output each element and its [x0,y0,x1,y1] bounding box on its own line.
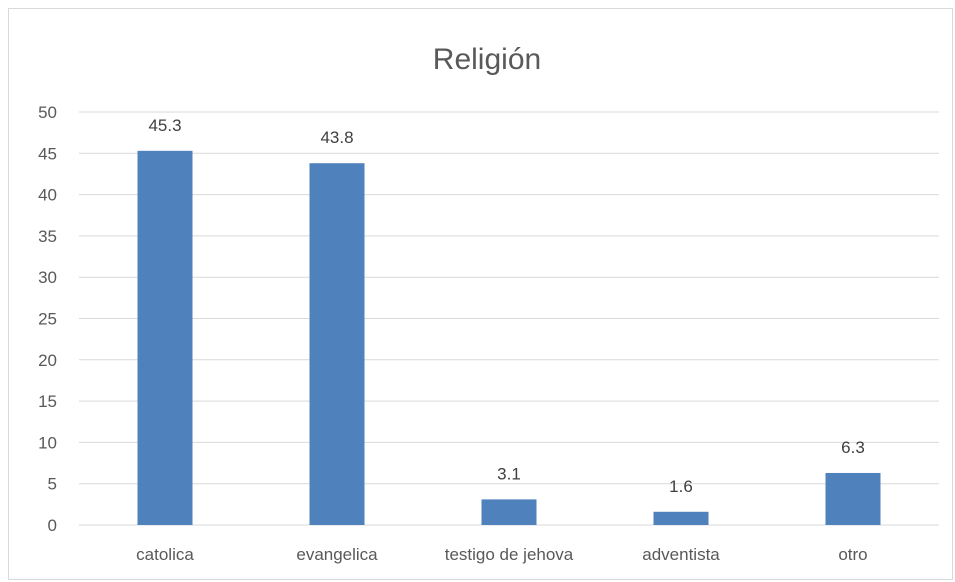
x-tick-label-testigo-de-jehova: testigo de jehova [445,545,574,564]
chart-container: Religión 0 5 10 15 20 25 30 35 40 45 50 45.3 43.8 3.… [8,8,953,580]
y-axis-ticks: 0 5 10 15 20 25 30 35 40 45 50 [38,103,57,535]
x-tick-label-adventista: adventista [642,545,720,564]
y-tick-label-15: 15 [38,392,57,411]
data-label-otro: 6.3 [841,438,865,457]
bars [137,150,881,525]
gridlines [79,111,939,526]
y-tick-label-40: 40 [38,186,57,205]
bar-evangelica [309,163,365,525]
y-tick-label-0: 0 [48,516,57,535]
data-label-adventista: 1.6 [669,477,693,496]
x-tick-label-evangelica: evangelica [296,545,378,564]
y-tick-label-20: 20 [38,351,57,370]
bar-otro [825,472,881,525]
bar-testigo-de-jehova [481,499,537,525]
y-tick-label-35: 35 [38,227,57,246]
y-tick-label-5: 5 [48,475,57,494]
data-label-evangelica: 43.8 [320,128,353,147]
y-tick-label-25: 25 [38,310,57,329]
data-label-catolica: 45.3 [148,116,181,135]
x-tick-label-catolica: catolica [136,545,194,564]
y-tick-label-10: 10 [38,433,57,452]
x-axis-ticks: catolica evangelica testigo de jehova adven… [136,545,867,564]
x-tick-label-otro: otro [838,545,867,564]
y-tick-label-45: 45 [38,144,57,163]
bar-adventista [653,511,709,525]
chart-title: Religión [433,43,541,76]
data-labels: 45.3 43.8 3.1 1.6 6.3 [148,116,864,496]
y-tick-label-50: 50 [38,103,57,122]
data-label-testigo-de-jehova: 3.1 [497,464,521,483]
y-tick-label-30: 30 [38,268,57,287]
bar-catolica [137,150,193,525]
bar-chart: Religión 0 5 10 15 20 25 30 35 40 45 50 45.3 43.8 3.… [38,43,939,564]
